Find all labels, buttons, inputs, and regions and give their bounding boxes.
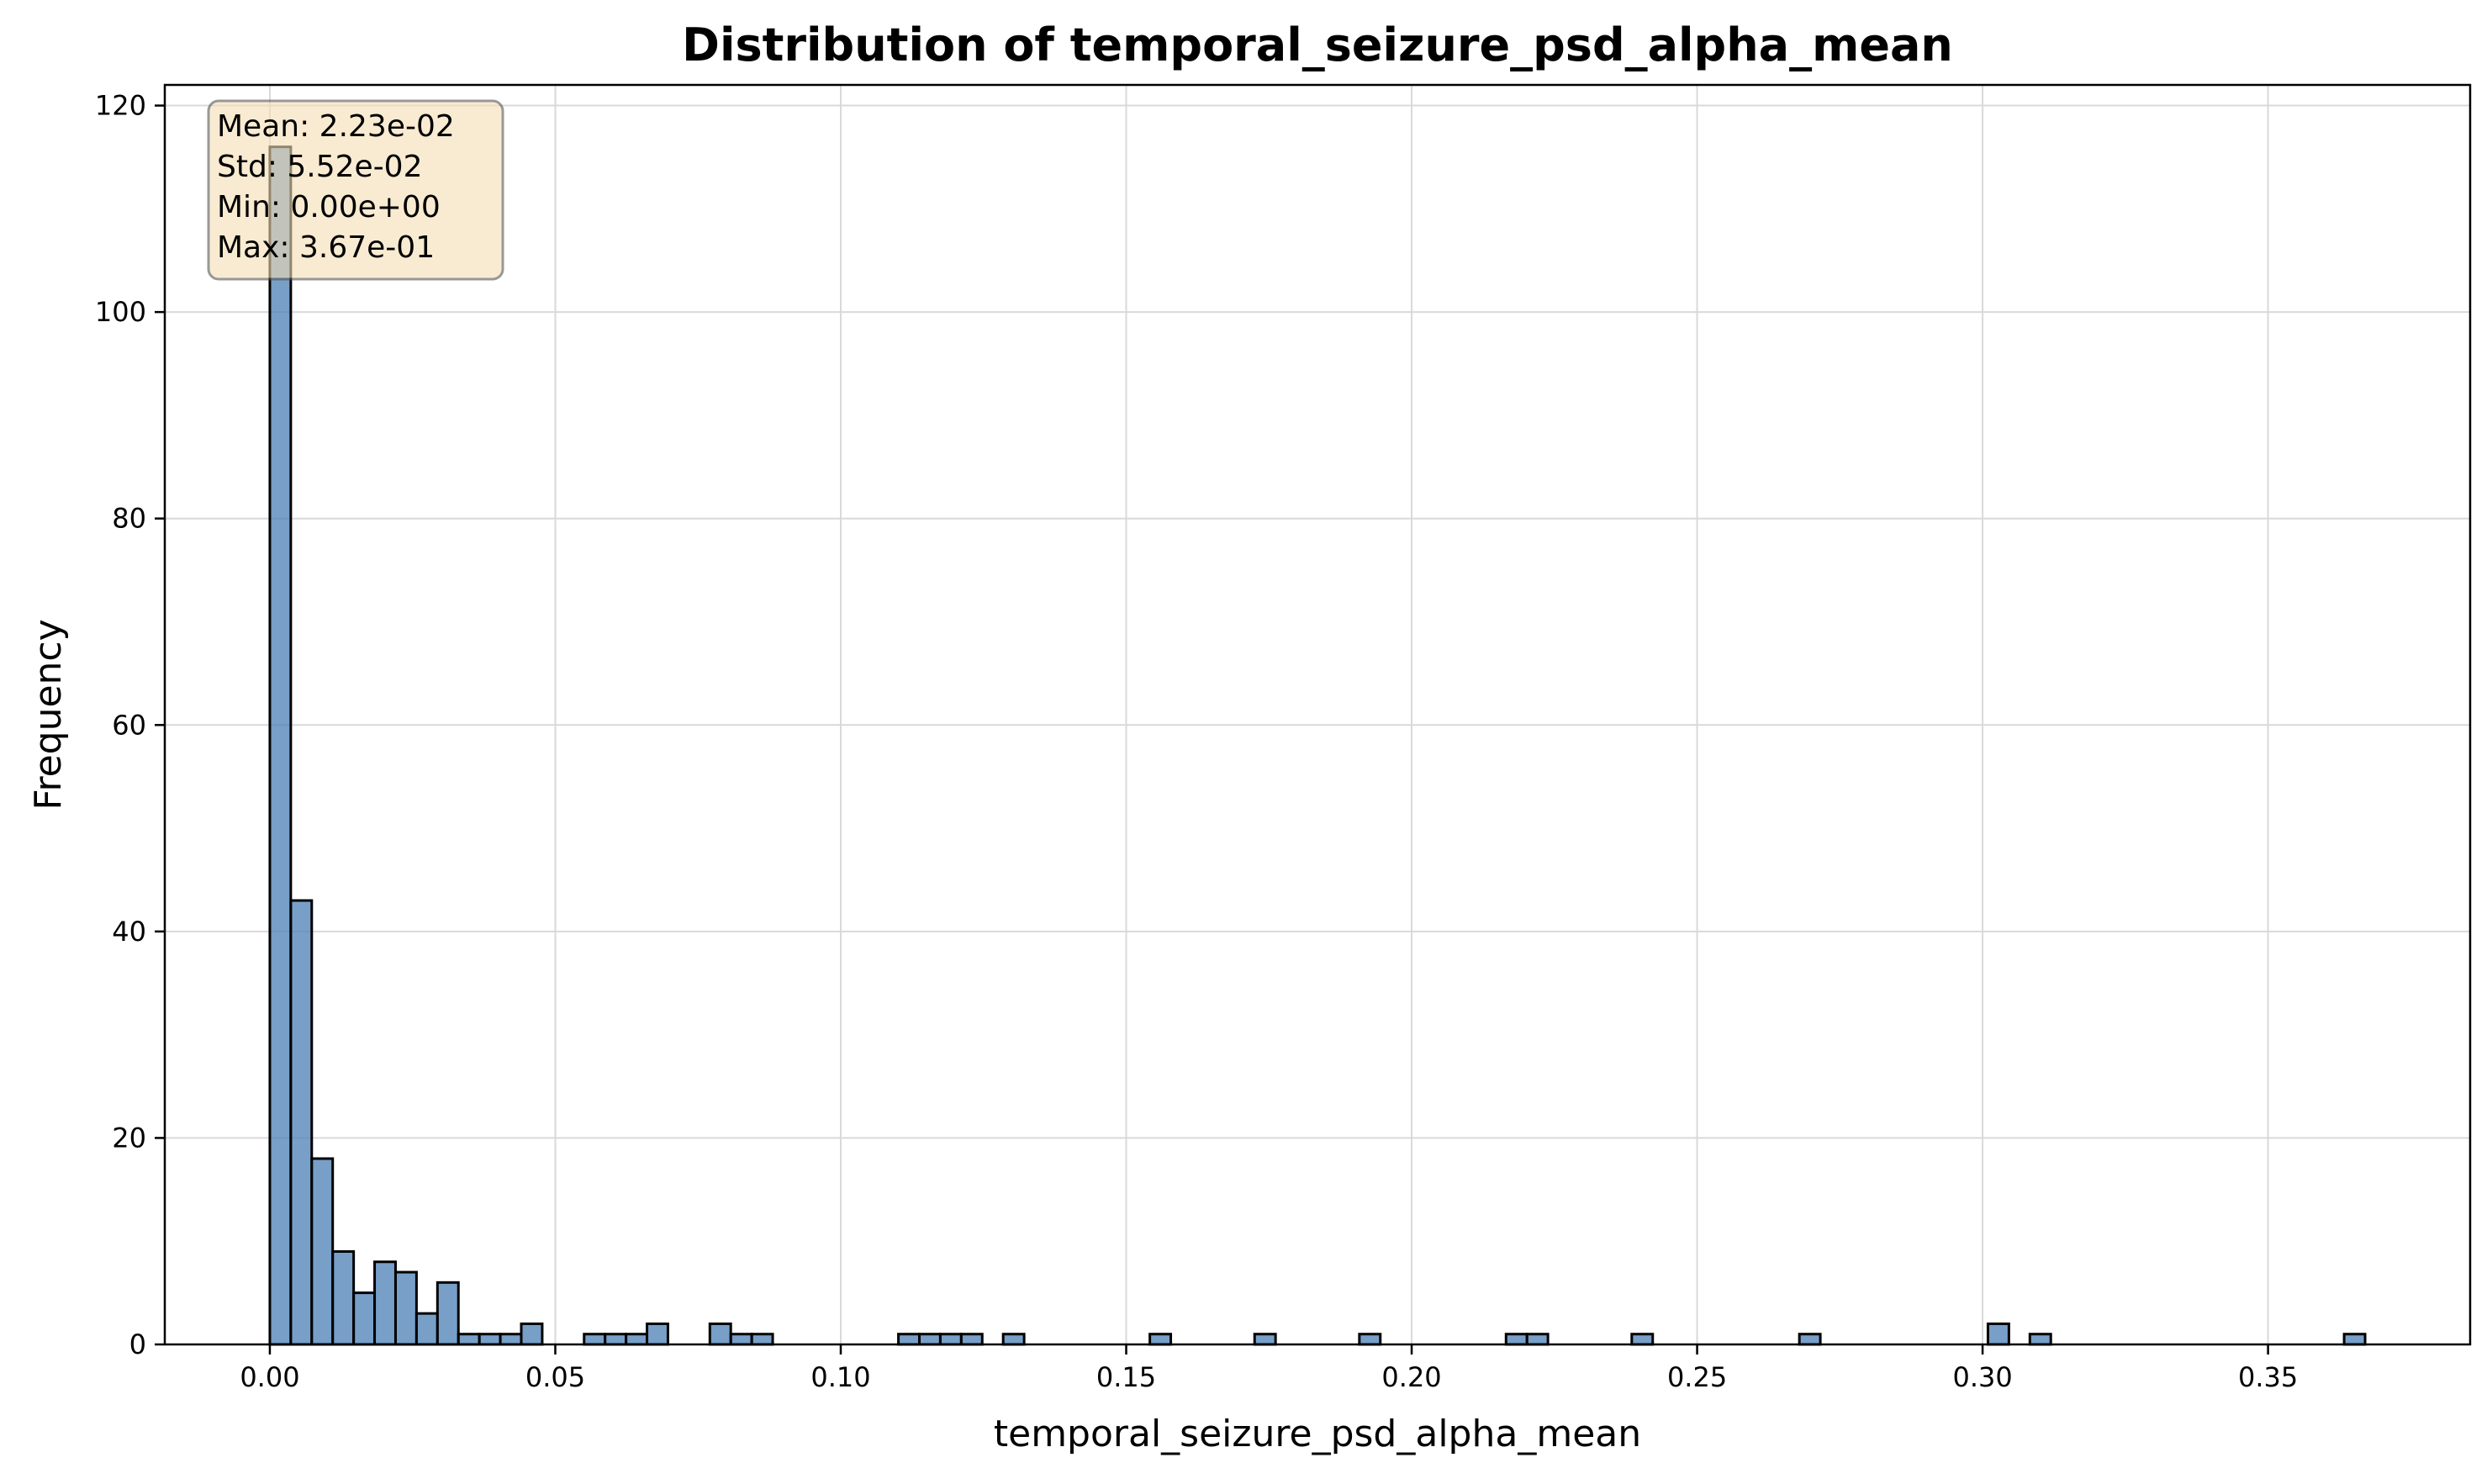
x-tick-label: 0.00	[240, 1361, 299, 1393]
stats-box: Mean: 2.23e-02 Std: 5.52e-02 Min: 0.00e+…	[207, 99, 504, 281]
histogram-bar	[708, 1322, 732, 1346]
chart-title: Distribution of temporal_seizure_psd_alp…	[682, 18, 1953, 71]
histogram-bar	[729, 1333, 753, 1346]
histogram-bar	[1525, 1333, 1550, 1346]
ticks: 0.00 0.05 0.10 0.15 0.20 0.25 0.30 0.35 0 20 40 60 8…	[95, 90, 2298, 1393]
histogram-bar	[750, 1333, 774, 1346]
x-tick-label: 0.05	[525, 1361, 585, 1393]
histogram-bar	[917, 1333, 942, 1346]
histogram-bar	[1253, 1333, 1277, 1346]
y-tick-label: 120	[95, 90, 146, 122]
histogram-bar	[1504, 1333, 1528, 1346]
stats-std: Std: 5.52e-02	[217, 150, 423, 184]
histogram-bar	[414, 1312, 439, 1346]
histogram-bar	[1001, 1333, 1026, 1346]
histogram-bar	[1798, 1333, 1822, 1346]
histogram-bar	[310, 1157, 335, 1346]
histogram-bar	[268, 145, 293, 1346]
histogram-bar	[478, 1333, 502, 1346]
histogram-bar	[646, 1322, 669, 1346]
histogram-bar	[499, 1333, 523, 1346]
y-tick-label: 100	[95, 296, 146, 328]
histogram-bar	[604, 1333, 628, 1346]
stats-box-background	[207, 99, 504, 281]
x-axis-label: temporal_seizure_psd_alpha_mean	[994, 1413, 1641, 1455]
histogram-bar	[1986, 1322, 2010, 1346]
histogram-bar	[373, 1260, 397, 1346]
histogram-bar	[583, 1333, 607, 1346]
x-tick-label: 0.25	[1667, 1361, 1727, 1393]
y-tick-label: 80	[112, 503, 146, 535]
histogram-bar	[625, 1333, 649, 1346]
y-tick-label: 0	[129, 1328, 146, 1360]
histogram-bar	[1630, 1333, 1655, 1346]
histogram-bar	[2028, 1333, 2052, 1346]
stats-max: Max: 3.67e-01	[217, 230, 435, 265]
histogram-bar	[1148, 1333, 1173, 1346]
x-tick-label: 0.10	[810, 1361, 870, 1393]
x-tick-label: 0.20	[1381, 1361, 1441, 1393]
plot-frame	[163, 83, 2472, 1346]
histogram-bar	[2342, 1333, 2367, 1346]
histogram-bar	[436, 1281, 460, 1346]
histogram-bar	[289, 899, 314, 1346]
y-tick-label: 60	[112, 709, 146, 741]
x-tick-label: 0.15	[1096, 1361, 1156, 1393]
histogram-bar	[520, 1322, 544, 1346]
histogram-bar	[938, 1333, 963, 1346]
stats-mean: Mean: 2.23e-02	[217, 109, 455, 144]
y-tick-label: 40	[112, 916, 146, 948]
histogram-bar	[457, 1333, 481, 1346]
x-tick-label: 0.30	[1952, 1361, 2012, 1393]
histogram-bar	[1358, 1333, 1382, 1346]
histogram-bar	[331, 1249, 356, 1346]
histogram-bar	[959, 1333, 984, 1346]
histogram-bar	[352, 1291, 377, 1346]
y-tick-label: 20	[112, 1122, 146, 1154]
histogram-bar	[393, 1270, 418, 1346]
x-tick-label: 0.35	[2238, 1361, 2298, 1393]
y-axis-label: Frequency	[27, 619, 70, 810]
stats-min: Min: 0.00e+00	[217, 190, 441, 224]
histogram-bar	[897, 1333, 921, 1346]
